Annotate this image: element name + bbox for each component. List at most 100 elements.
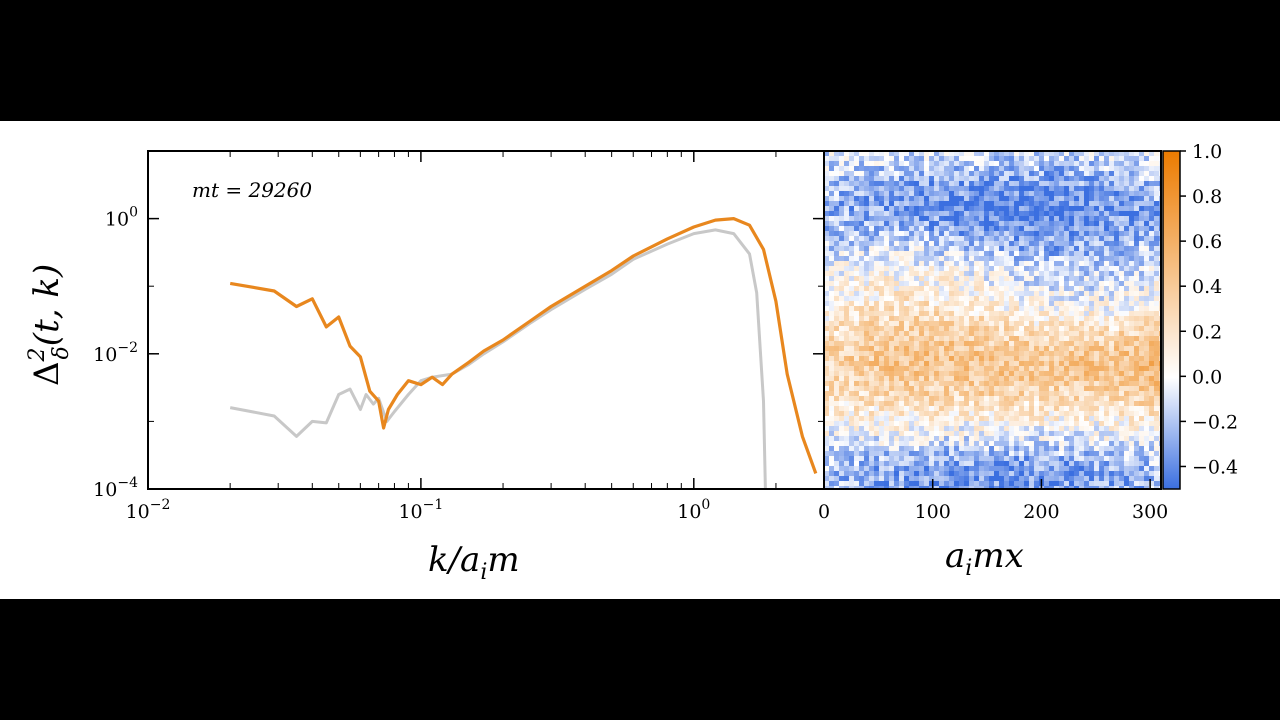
heatmap-cell (994, 251, 999, 256)
heatmap-cell (959, 436, 964, 441)
heatmap-cell (1089, 371, 1094, 376)
heatmap-cell (949, 396, 954, 401)
heatmap-cell (1049, 406, 1054, 411)
heatmap-cell (1029, 396, 1034, 401)
heatmap-cell (1114, 216, 1119, 221)
heatmap-cell (1004, 401, 1009, 406)
heatmap-cell (894, 261, 899, 266)
heatmap-cell (949, 291, 954, 296)
heatmap-cell (924, 181, 929, 186)
heatmap-cell (1044, 171, 1049, 176)
heatmap-cell (1139, 236, 1144, 241)
heatmap-cell (1029, 341, 1034, 346)
heatmap-cell (1054, 261, 1059, 266)
heatmap-cell (1039, 401, 1044, 406)
heatmap-cell (1014, 486, 1019, 489)
heatmap-cell (1114, 436, 1119, 441)
heatmap-cell (939, 401, 944, 406)
heatmap-cell (899, 416, 904, 421)
heatmap-cell (1129, 211, 1134, 216)
heatmap-cell (969, 396, 974, 401)
heatmap-cell (909, 321, 914, 326)
heatmap-cell (884, 351, 889, 356)
heatmap-cell (884, 416, 889, 421)
heatmap-cell (1154, 386, 1159, 391)
heatmap-cell (934, 201, 939, 206)
heatmap-cell (1029, 201, 1034, 206)
heatmap-cell (964, 396, 969, 401)
heatmap-cell (1004, 306, 1009, 311)
heatmap-cell (894, 156, 899, 161)
heatmap-cell (849, 221, 854, 226)
heatmap-cell (909, 456, 914, 461)
heatmap-cell (909, 166, 914, 171)
heatmap-cell (1054, 431, 1059, 436)
heatmap-cell (829, 356, 834, 361)
heatmap-cell (1134, 216, 1139, 221)
heatmap-cell (824, 376, 829, 381)
heatmap-cell (989, 276, 994, 281)
heatmap-cell (914, 371, 919, 376)
heatmap-cell (984, 246, 989, 251)
heatmap-cell (954, 321, 959, 326)
heatmap-cell (959, 451, 964, 456)
heatmap-cell (1029, 296, 1034, 301)
heatmap-cell (979, 276, 984, 281)
heatmap-cell (954, 406, 959, 411)
heatmap-cell (879, 476, 884, 481)
heatmap-cell (1039, 296, 1044, 301)
heatmap-cell (924, 476, 929, 481)
heatmap-cell (1149, 481, 1154, 486)
heatmap-cell (849, 296, 854, 301)
heatmap-cell (1084, 441, 1089, 446)
heatmap-cell (854, 356, 859, 361)
heatmap-cell (994, 431, 999, 436)
heatmap-cell (994, 351, 999, 356)
heatmap-cell (1104, 241, 1109, 246)
heatmap-cell (984, 426, 989, 431)
heatmap-cell (1129, 336, 1134, 341)
heatmap-cell (904, 161, 909, 166)
heatmap-cell (924, 241, 929, 246)
heatmap-cell (1034, 161, 1039, 166)
heatmap-cell (1124, 166, 1129, 171)
heatmap-cell (1074, 401, 1079, 406)
heatmap-cell (1029, 286, 1034, 291)
heatmap-cell (974, 326, 979, 331)
heatmap-cell (1079, 331, 1084, 336)
heatmap-cell (959, 426, 964, 431)
heatmap-cell (1004, 331, 1009, 336)
heatmap-cell (1144, 256, 1149, 261)
heatmap-cell (1004, 226, 1009, 231)
heatmap-cell (939, 471, 944, 476)
heatmap-cell (954, 236, 959, 241)
heatmap-cell (1129, 446, 1134, 451)
heatmap-cell (979, 331, 984, 336)
heatmap-cell (914, 216, 919, 221)
heatmap-cell (914, 416, 919, 421)
heatmap-cell (1059, 441, 1064, 446)
heatmap-cell (919, 241, 924, 246)
heatmap-cell (1094, 201, 1099, 206)
heatmap-cell (879, 211, 884, 216)
heatmap-cell (1039, 411, 1044, 416)
heatmap-cell (1074, 271, 1079, 276)
heatmap-cell (944, 321, 949, 326)
heatmap-cell (849, 446, 854, 451)
heatmap-cell (989, 306, 994, 311)
heatmap-cell (1099, 271, 1104, 276)
heatmap-cell (904, 236, 909, 241)
heatmap-cell (899, 221, 904, 226)
heatmap-cell (864, 251, 869, 256)
heatmap-cell (869, 421, 874, 426)
heatmap-cell (904, 456, 909, 461)
heatmap-cell (1139, 276, 1144, 281)
heatmap-cell (1009, 301, 1014, 306)
heatmap-cell (899, 466, 904, 471)
heatmap-cell (1094, 266, 1099, 271)
heatmap-cell (984, 231, 989, 236)
heatmap-cell (964, 341, 969, 346)
heatmap-cell (904, 281, 909, 286)
heatmap-cell (904, 171, 909, 176)
